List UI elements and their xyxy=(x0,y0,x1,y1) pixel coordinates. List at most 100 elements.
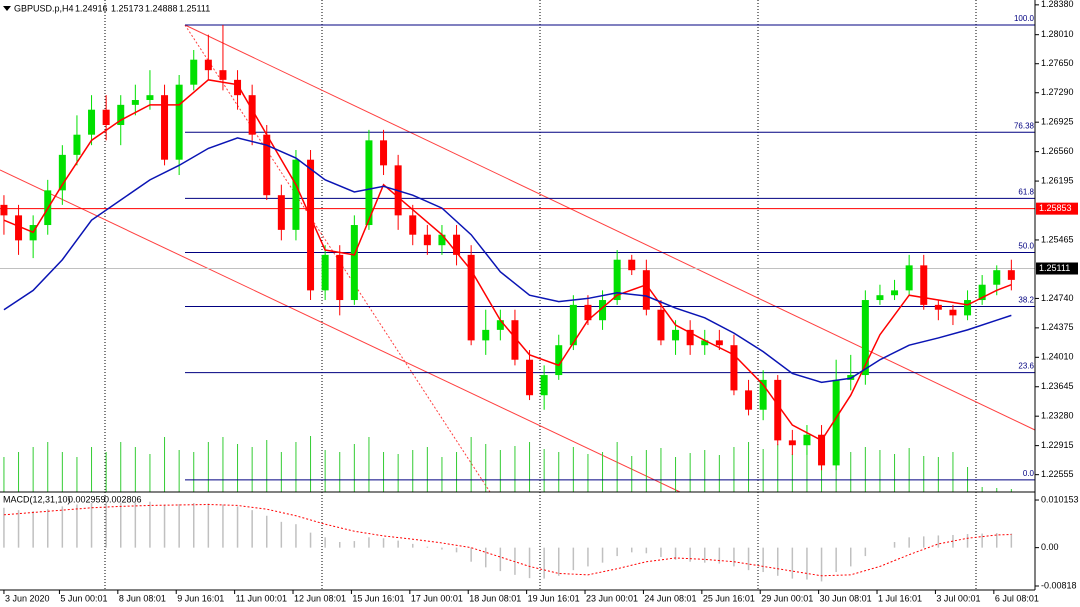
candle-body xyxy=(920,265,928,305)
y-tick-label: 1.24375 xyxy=(1041,322,1074,332)
candle-body xyxy=(993,270,1001,285)
candle-body xyxy=(58,154,66,191)
macd-value: 0.002959 xyxy=(68,494,106,504)
candle-body xyxy=(788,440,796,446)
candle-body xyxy=(482,329,490,341)
candle-body xyxy=(350,225,358,301)
fib-label: 76.38 xyxy=(1014,121,1035,130)
candle-body xyxy=(131,100,139,105)
x-tick-label: 6 Jul 08:01 xyxy=(995,593,1039,603)
y-tick-label: 1.22915 xyxy=(1041,440,1074,450)
fib-label: 100.0 xyxy=(1014,14,1035,23)
candle-body xyxy=(861,300,869,376)
symbol-title: GBPUSD.p,H4 xyxy=(14,3,74,13)
x-tick-label: 19 Jun 16:01 xyxy=(528,593,580,603)
candle-body xyxy=(774,379,782,441)
candle-body xyxy=(277,195,285,230)
candle-body xyxy=(569,304,577,346)
candle-body xyxy=(745,390,753,410)
candle-body xyxy=(715,340,723,346)
price-tag-label: 1.25111 xyxy=(1039,263,1070,273)
candle-body xyxy=(219,70,227,80)
channel-lower xyxy=(0,169,681,493)
x-tick-label: 1 Jul 16:01 xyxy=(878,593,922,603)
period-separators xyxy=(104,0,977,590)
macd-signal xyxy=(3,503,1012,577)
candle-body xyxy=(628,259,636,271)
candle-body xyxy=(701,340,709,346)
candle-body xyxy=(453,234,461,255)
price-tag-label: 1.25853 xyxy=(1039,203,1072,213)
candle-body xyxy=(832,379,840,466)
candle-body xyxy=(642,270,650,310)
candle-body xyxy=(876,295,884,301)
candle-body xyxy=(263,134,271,196)
macd-y-tick-label: -0.00818 xyxy=(1041,580,1077,590)
price-tag xyxy=(1036,262,1078,275)
fib-label: 23.6 xyxy=(1018,362,1034,371)
x-tick-label: 5 Jun 00:01 xyxy=(60,593,107,603)
y-tick-label: 1.28010 xyxy=(1041,29,1074,39)
candle-body xyxy=(511,320,519,360)
x-tick-label: 12 Jun 08:01 xyxy=(294,593,346,603)
candle-body xyxy=(613,259,621,301)
candle-body xyxy=(0,204,8,216)
fib-trendline xyxy=(184,24,491,493)
macd-y-tick-label: 0.010153 xyxy=(1041,494,1079,504)
candle-body xyxy=(526,359,534,396)
y-tick-label: 1.28380 xyxy=(1041,0,1074,9)
candle-body xyxy=(307,159,315,291)
candle-body xyxy=(336,254,344,301)
trend-channel xyxy=(0,24,1036,493)
fib-label: 61.8 xyxy=(1018,188,1034,197)
y-tick-label: 1.24740 xyxy=(1041,293,1074,303)
y-tick-label: 1.27290 xyxy=(1041,87,1074,97)
candle-body xyxy=(423,234,431,246)
candle-body xyxy=(467,254,475,341)
candle-body xyxy=(88,109,96,135)
candle-body xyxy=(730,345,738,391)
x-tick-label: 15 Jun 16:01 xyxy=(352,593,404,603)
x-tick-label: 24 Jun 08:01 xyxy=(644,593,696,603)
candle-body xyxy=(409,215,417,235)
x-tick-label: 17 Jun 00:01 xyxy=(411,593,463,603)
candle-body xyxy=(321,254,329,291)
x-tick-label: 29 Jun 00:01 xyxy=(761,593,813,603)
y-tick-label: 1.25465 xyxy=(1041,234,1074,244)
candle-body xyxy=(540,375,548,396)
y-tick-label: 1.24010 xyxy=(1041,352,1074,362)
x-tick-label: 23 Jun 00:01 xyxy=(586,593,638,603)
moving-average xyxy=(3,79,1012,442)
candle-body xyxy=(657,309,665,341)
candle-body xyxy=(204,59,212,71)
quote-low: 1.24888 xyxy=(145,3,178,13)
candle-body xyxy=(146,95,154,101)
macd-label: MACD(12,31,10) xyxy=(3,494,71,504)
candle-body xyxy=(934,304,942,310)
candle-body xyxy=(964,300,972,316)
quote-close: 1.25111 xyxy=(179,3,210,13)
candle-body xyxy=(978,284,986,301)
candle-body xyxy=(365,140,373,226)
quote-open: 1.24916 xyxy=(75,3,108,13)
candle-body xyxy=(949,309,957,316)
y-tick-label: 1.27650 xyxy=(1041,58,1074,68)
candle-body xyxy=(672,329,680,341)
candle-body xyxy=(905,265,913,291)
x-tick-label: 3 Jul 00:01 xyxy=(936,593,980,603)
moving-average xyxy=(3,137,1012,384)
candle-body xyxy=(190,59,198,85)
candle-body xyxy=(1007,270,1015,280)
quote-high: 1.25173 xyxy=(111,3,144,13)
y-tick-label: 1.26560 xyxy=(1041,146,1074,156)
candle-body xyxy=(15,215,23,241)
candle-body xyxy=(248,95,256,135)
candle-body xyxy=(438,234,446,246)
candle-body xyxy=(599,300,607,321)
candle-body xyxy=(803,434,811,446)
x-tick-label: 9 Jun 16:01 xyxy=(177,593,224,603)
menu-triangle[interactable] xyxy=(3,6,11,11)
